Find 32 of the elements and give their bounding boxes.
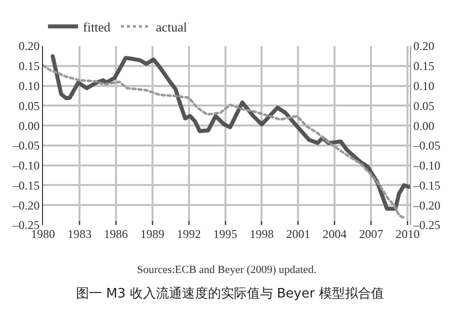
y-tick-label: 0.05 <box>18 98 40 113</box>
y2-tick-label: 0.15 <box>413 59 434 74</box>
y-tick-label: –0.10 <box>12 158 40 173</box>
x-tick-label: 1989 <box>140 227 164 241</box>
x-tick-label: 1995 <box>213 227 238 241</box>
y-tick-label: –0.15 <box>12 178 40 192</box>
text: 图一 M3 收入流通速度的实际值与 Beyer 模型拟合值 <box>76 286 384 302</box>
y-tick-label: 0.20 <box>18 39 40 54</box>
y2-tick-label: –0.15 <box>412 178 440 192</box>
x-tick-label: 1986 <box>104 227 128 241</box>
y2-tick-label: 0.05 <box>413 98 434 113</box>
y2-tick-label: –0.20 <box>412 198 440 212</box>
x-tick-label: 1998 <box>250 227 274 241</box>
y2-tick-label: 0.10 <box>413 78 434 93</box>
x-tick-label: 2004 <box>322 227 347 241</box>
source-note: Sources:ECB and Beyer (2009) updated. <box>137 264 317 276</box>
x-tick-label: 1992 <box>176 227 201 241</box>
y-tick-label: –0.20 <box>12 198 40 212</box>
x-tick-label: 1983 <box>67 227 92 241</box>
x-tick-label: 2010 <box>396 227 420 241</box>
y2-tick-label: –0.05 <box>412 138 440 153</box>
y-tick-label: 0.15 <box>18 59 40 74</box>
x-tick-label: 2007 <box>359 227 384 241</box>
y-tick-label: 0.00 <box>18 118 40 133</box>
y2-tick-label: –0.10 <box>412 158 440 173</box>
y2-tick-label: 0.20 <box>413 39 434 54</box>
legend-label: fitted <box>83 19 111 34</box>
x-tick-label: 2001 <box>286 227 310 241</box>
legend-label: actual <box>156 19 188 34</box>
y-tick-label: –0.05 <box>12 138 40 153</box>
y-tick-label: 0.10 <box>18 78 40 93</box>
y2-tick-label: 0.00 <box>413 118 434 133</box>
